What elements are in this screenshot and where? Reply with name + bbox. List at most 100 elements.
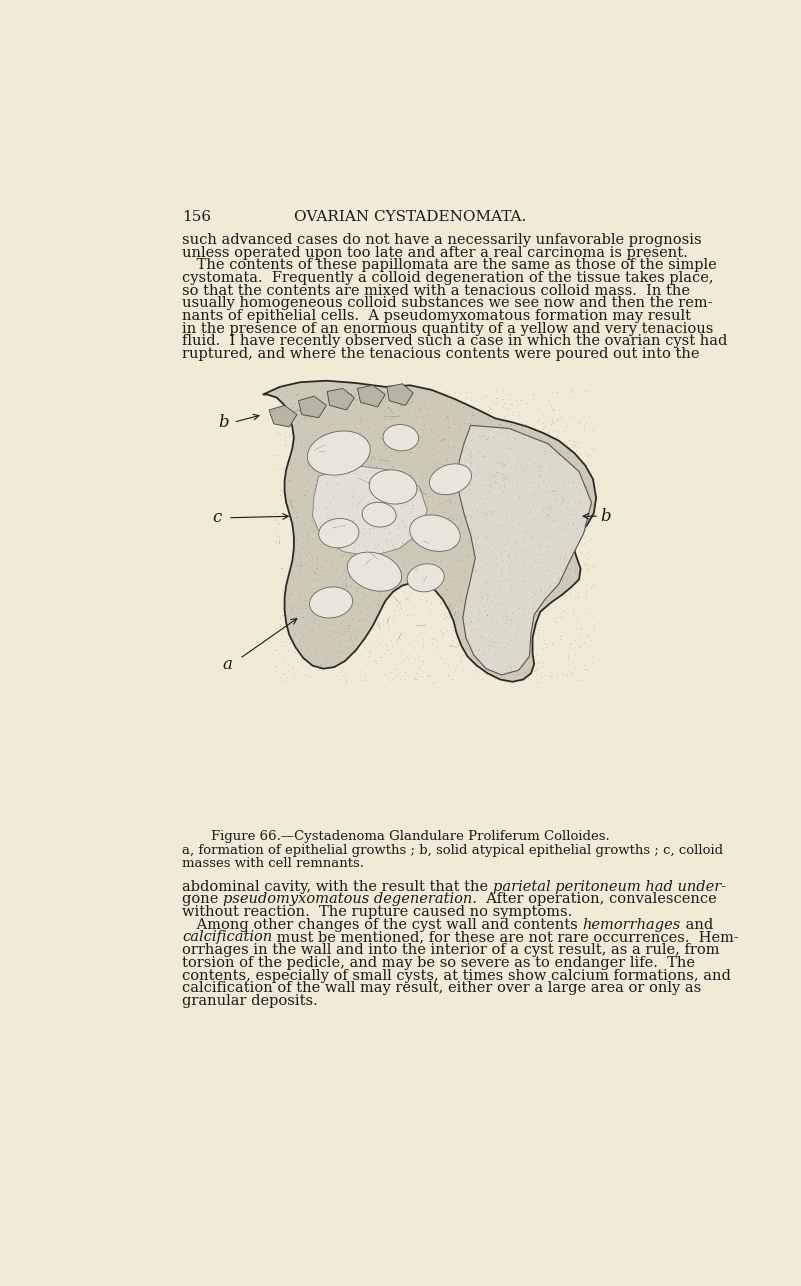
Point [457,522,469,543]
Point [571,432,584,453]
Point [574,450,586,471]
Point [585,516,598,536]
Point [485,502,497,522]
Point [449,656,462,676]
Point [434,550,447,571]
Point [516,566,529,586]
Point [540,480,553,500]
Point [352,610,365,630]
Point [438,652,451,673]
Point [495,454,508,475]
Point [430,383,443,404]
Point [407,656,420,676]
Point [315,442,328,463]
Point [549,494,562,514]
Point [316,548,329,568]
Point [394,595,407,616]
Point [537,570,550,590]
Polygon shape [327,388,354,410]
Point [537,444,550,464]
Point [325,387,338,408]
Point [530,412,543,432]
Point [344,385,357,405]
Point [582,554,595,575]
Point [574,410,586,431]
Point [541,504,553,525]
Point [566,472,579,493]
Point [402,503,415,523]
Point [362,418,375,439]
Point [271,526,284,547]
Point [431,629,444,649]
Point [452,550,465,571]
Point [526,594,539,615]
Point [500,530,513,550]
Point [538,489,551,509]
Point [378,597,391,617]
Point [520,576,533,597]
Point [555,382,568,403]
Point [293,597,306,617]
Point [457,473,469,494]
Point [459,505,472,526]
Point [324,594,337,615]
Point [498,613,511,634]
Point [507,404,520,424]
Point [469,593,481,613]
Point [282,462,295,482]
Point [497,388,509,409]
Point [510,661,523,682]
Point [543,496,556,517]
Point [502,570,515,590]
Point [329,540,342,561]
Point [464,597,477,617]
Point [350,580,363,601]
Point [481,606,493,626]
Point [386,503,399,523]
Point [480,503,493,523]
Point [374,594,387,615]
Point [489,539,502,559]
Point [277,458,290,478]
Point [471,639,484,660]
Point [455,646,468,666]
Point [399,472,412,493]
Point [554,406,567,427]
Point [524,621,537,642]
Point [269,639,282,660]
Point [383,522,396,543]
Point [535,405,548,426]
Point [399,538,412,558]
Point [445,669,458,689]
Point [452,517,465,538]
Point [419,613,432,634]
Point [572,433,585,454]
Point [339,527,352,548]
Point [565,633,578,653]
Point [404,570,417,590]
Point [485,403,498,423]
Point [475,475,488,495]
Point [310,449,323,469]
Point [358,637,371,657]
Point [272,643,285,664]
Point [354,671,367,692]
Point [331,576,344,597]
Point [396,395,409,415]
Point [429,532,441,553]
Point [278,403,291,423]
Point [534,581,547,602]
Point [458,392,471,413]
Point [310,563,323,584]
Point [277,635,290,656]
Point [472,565,485,585]
Point [397,622,410,643]
Point [548,572,561,593]
Point [368,446,380,467]
Point [524,613,537,634]
Point [355,388,368,409]
Point [277,671,290,692]
Point [436,512,449,532]
Point [464,567,477,588]
Point [273,485,286,505]
